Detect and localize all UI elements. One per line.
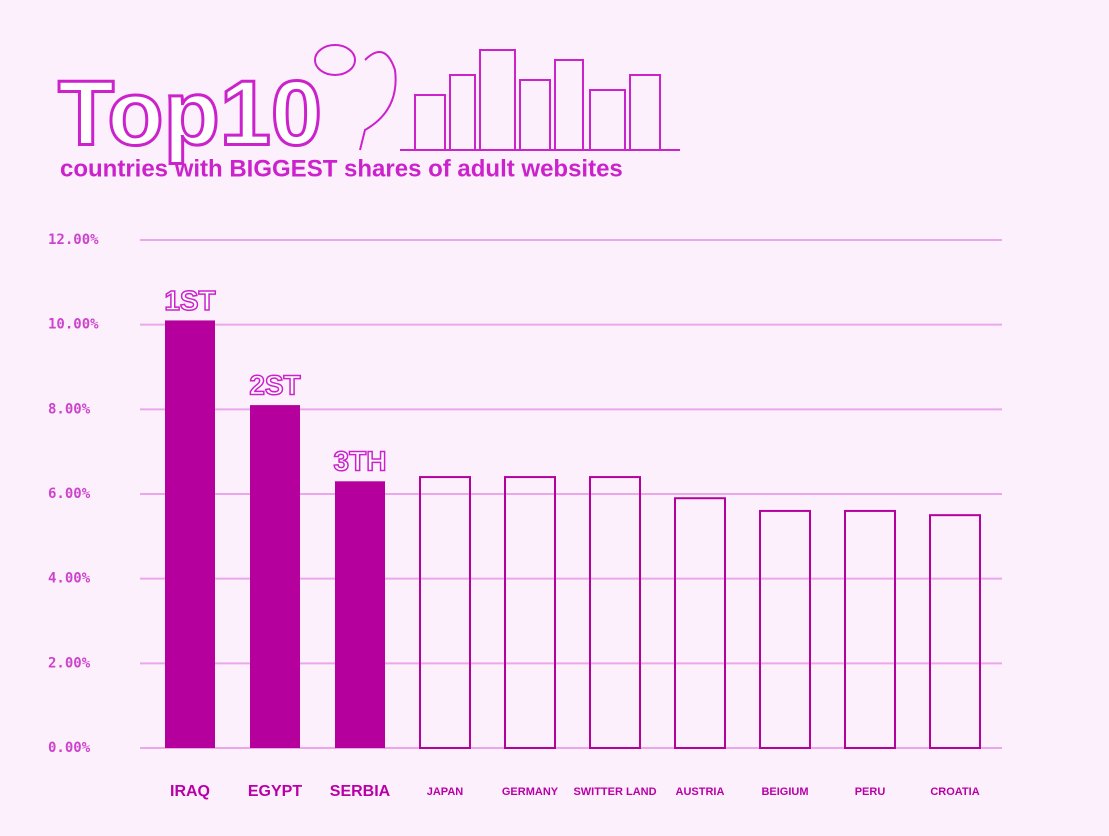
bar — [930, 515, 980, 748]
chart-title: Top10 — [58, 62, 322, 164]
bar — [760, 511, 810, 748]
x-tick-label: BEIGIUM — [761, 786, 808, 798]
bar — [335, 481, 385, 748]
rank-label: 2ST — [249, 369, 300, 400]
chart: Top10 countries with BIGGEST shares of a… — [0, 0, 1109, 836]
x-tick-label: IRAQ — [170, 783, 210, 800]
y-tick-label: 8.00% — [48, 401, 91, 417]
y-tick-label: 2.00% — [48, 655, 91, 671]
x-tick-label: EGYPT — [248, 783, 302, 800]
x-tick-label: SWITTER LAND — [573, 786, 656, 798]
skyline-decoration — [315, 45, 680, 150]
y-tick-label: 10.00% — [48, 317, 99, 333]
bar — [505, 477, 555, 748]
bar — [590, 477, 640, 748]
bar — [250, 405, 300, 748]
bar — [675, 498, 725, 748]
rank-label: 1ST — [164, 285, 215, 316]
rank-label: 3TH — [334, 446, 387, 477]
y-tick-label: 4.00% — [48, 571, 91, 587]
bar — [420, 477, 470, 748]
x-tick-label: CROATIA — [930, 786, 979, 798]
x-tick-label: PERU — [855, 786, 886, 798]
y-tick-label: 6.00% — [48, 486, 91, 502]
bar — [165, 320, 215, 748]
bar — [845, 511, 895, 748]
y-tick-label: 0.00% — [48, 740, 91, 756]
chart-subtitle: countries with BIGGEST shares of adult w… — [60, 155, 623, 182]
x-tick-label: SERBIA — [330, 783, 391, 800]
x-tick-label: AUSTRIA — [676, 786, 725, 798]
x-tick-label: GERMANY — [502, 786, 559, 798]
y-tick-label: 12.00% — [48, 232, 99, 248]
x-tick-label: JAPAN — [427, 786, 464, 798]
